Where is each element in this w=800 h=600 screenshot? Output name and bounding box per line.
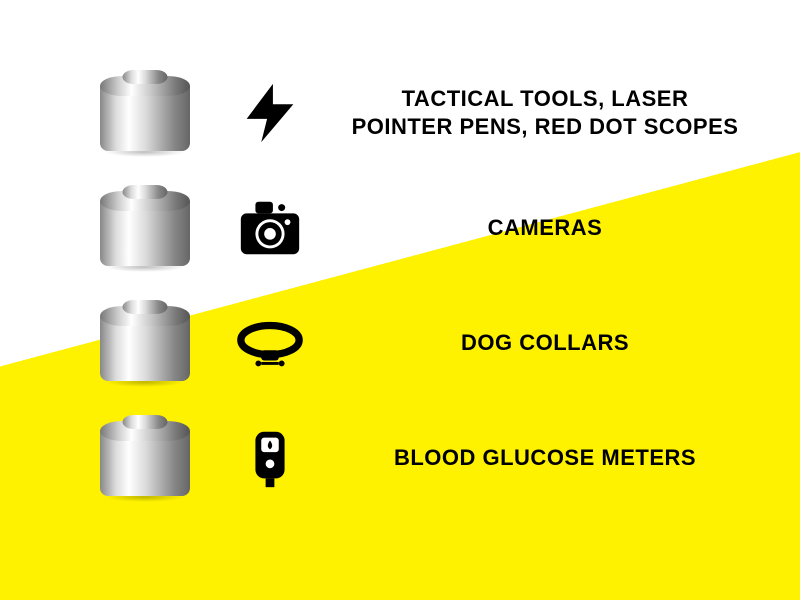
battery-cell bbox=[100, 300, 190, 385]
battery-cell bbox=[100, 415, 190, 500]
infographic-content: TACTICAL TOOLS, LASER POINTER PENS, RED … bbox=[0, 0, 800, 570]
lightning-bolt-icon bbox=[230, 73, 310, 153]
battery-cell bbox=[100, 185, 190, 270]
row-glucose: BLOOD GLUCOSE METERS bbox=[100, 415, 740, 500]
glucose-meter-icon bbox=[230, 418, 310, 498]
camera-icon bbox=[230, 188, 310, 268]
battery-cell bbox=[100, 70, 190, 155]
label-glucose: BLOOD GLUCOSE METERS bbox=[350, 444, 740, 472]
row-tactical: TACTICAL TOOLS, LASER POINTER PENS, RED … bbox=[100, 70, 740, 155]
dog-collar-icon bbox=[230, 303, 310, 383]
label-dog-collars: DOG COLLARS bbox=[350, 329, 740, 357]
label-cameras: CAMERAS bbox=[350, 214, 740, 242]
label-tactical: TACTICAL TOOLS, LASER POINTER PENS, RED … bbox=[350, 85, 740, 140]
row-dog-collars: DOG COLLARS bbox=[100, 300, 740, 385]
row-cameras: CAMERAS bbox=[100, 185, 740, 270]
